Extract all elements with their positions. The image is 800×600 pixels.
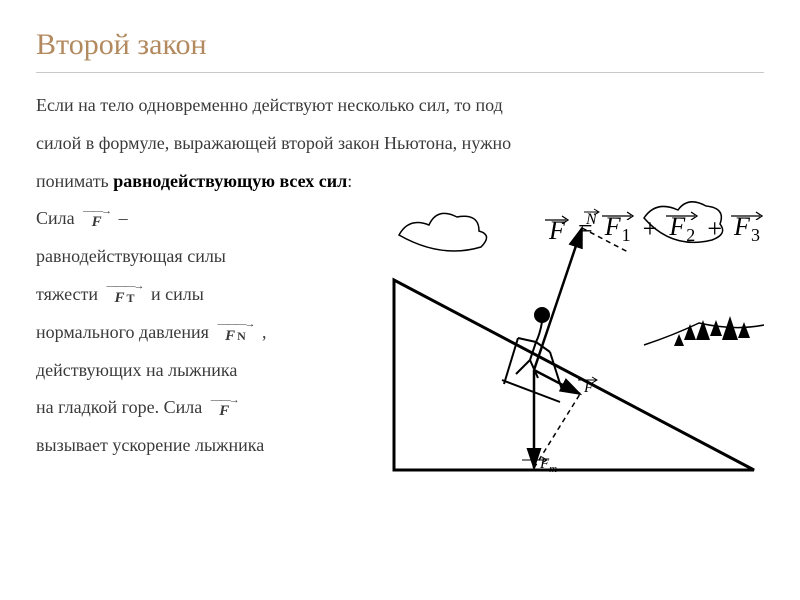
l4-text-a: нормального давления <box>36 322 213 342</box>
para-line-2: силой в формуле, выражающей второй закон… <box>36 125 764 163</box>
incline-triangle <box>394 280 754 470</box>
inline-FN-symbol: F <box>225 328 235 344</box>
plus-sign-1: + <box>641 214 660 244</box>
lower-line-5: действующих на лыжника <box>36 352 376 390</box>
lower-line-7: вызывает ускорение лыжника <box>36 427 376 465</box>
inline-FT-symbol: F <box>115 290 125 306</box>
inline-FT-sub: T <box>127 291 135 305</box>
para-line-3a: понимать <box>36 171 113 191</box>
lower-line-2: равнодействующая силы <box>36 238 376 276</box>
l3-text-b: и силы <box>151 284 204 304</box>
vector-N <box>534 228 582 370</box>
sub-3: 3 <box>751 225 760 245</box>
inline-vec-F: ——→ F <box>83 207 110 234</box>
para-line-1: Если на тело одновременно действуют неск… <box>36 87 764 125</box>
vector-F3: F3 <box>730 210 764 244</box>
l1-text-b: – <box>119 208 128 228</box>
equals-sign: = <box>576 214 595 244</box>
overline-arrow-icon: ———→ <box>217 320 253 330</box>
l4-text-b: , <box>262 322 267 342</box>
resultant-formula: F = F1 + F2 + F3 <box>544 210 764 244</box>
cloud-icon <box>399 214 487 252</box>
inline-F-symbol: F <box>92 216 102 230</box>
sub-2: 2 <box>686 225 695 245</box>
F-symbol: F <box>549 218 565 244</box>
inline-FN-sub: N <box>237 329 246 343</box>
trees-icon <box>674 316 750 346</box>
l1-text-a: Сила <box>36 208 79 228</box>
F3-symbol: F <box>734 212 750 241</box>
vector-F1: F1 <box>601 210 635 244</box>
lower-line-1: Сила ——→ F – <box>36 200 376 238</box>
F1-symbol: F <box>605 212 621 241</box>
lower-line-3: тяжести ———→ FT и силы <box>36 276 376 314</box>
lower-paragraph: Сила ——→ F – равнодействующая силы тяжес… <box>36 200 376 465</box>
sub-1: 1 <box>622 225 631 245</box>
inline-F2-symbol: F <box>219 405 229 419</box>
l3-text-a: тяжести <box>36 284 103 304</box>
lower-line-4: нормального давления ———→ FN , <box>36 314 376 352</box>
slide-title: Второй закон <box>36 28 764 62</box>
inline-vec-FN: ———→ FN <box>217 320 253 347</box>
title-divider <box>36 72 764 73</box>
para-line-3b: : <box>347 171 352 191</box>
lower-line-6: на гладкой горе. Сила ——→ F <box>36 389 376 427</box>
F2-symbol: F <box>669 212 685 241</box>
inline-vec-F2: ——→ F <box>211 396 238 423</box>
l6-text-a: на гладкой горе. Сила <box>36 397 207 417</box>
vector-F2: F2 <box>665 210 699 244</box>
plus-sign-2: + <box>705 214 724 244</box>
vector-F: F <box>544 214 570 244</box>
para-bold: равнодействующую всех сил <box>113 171 347 191</box>
inline-vec-FT: ———→ FT <box>107 282 143 309</box>
